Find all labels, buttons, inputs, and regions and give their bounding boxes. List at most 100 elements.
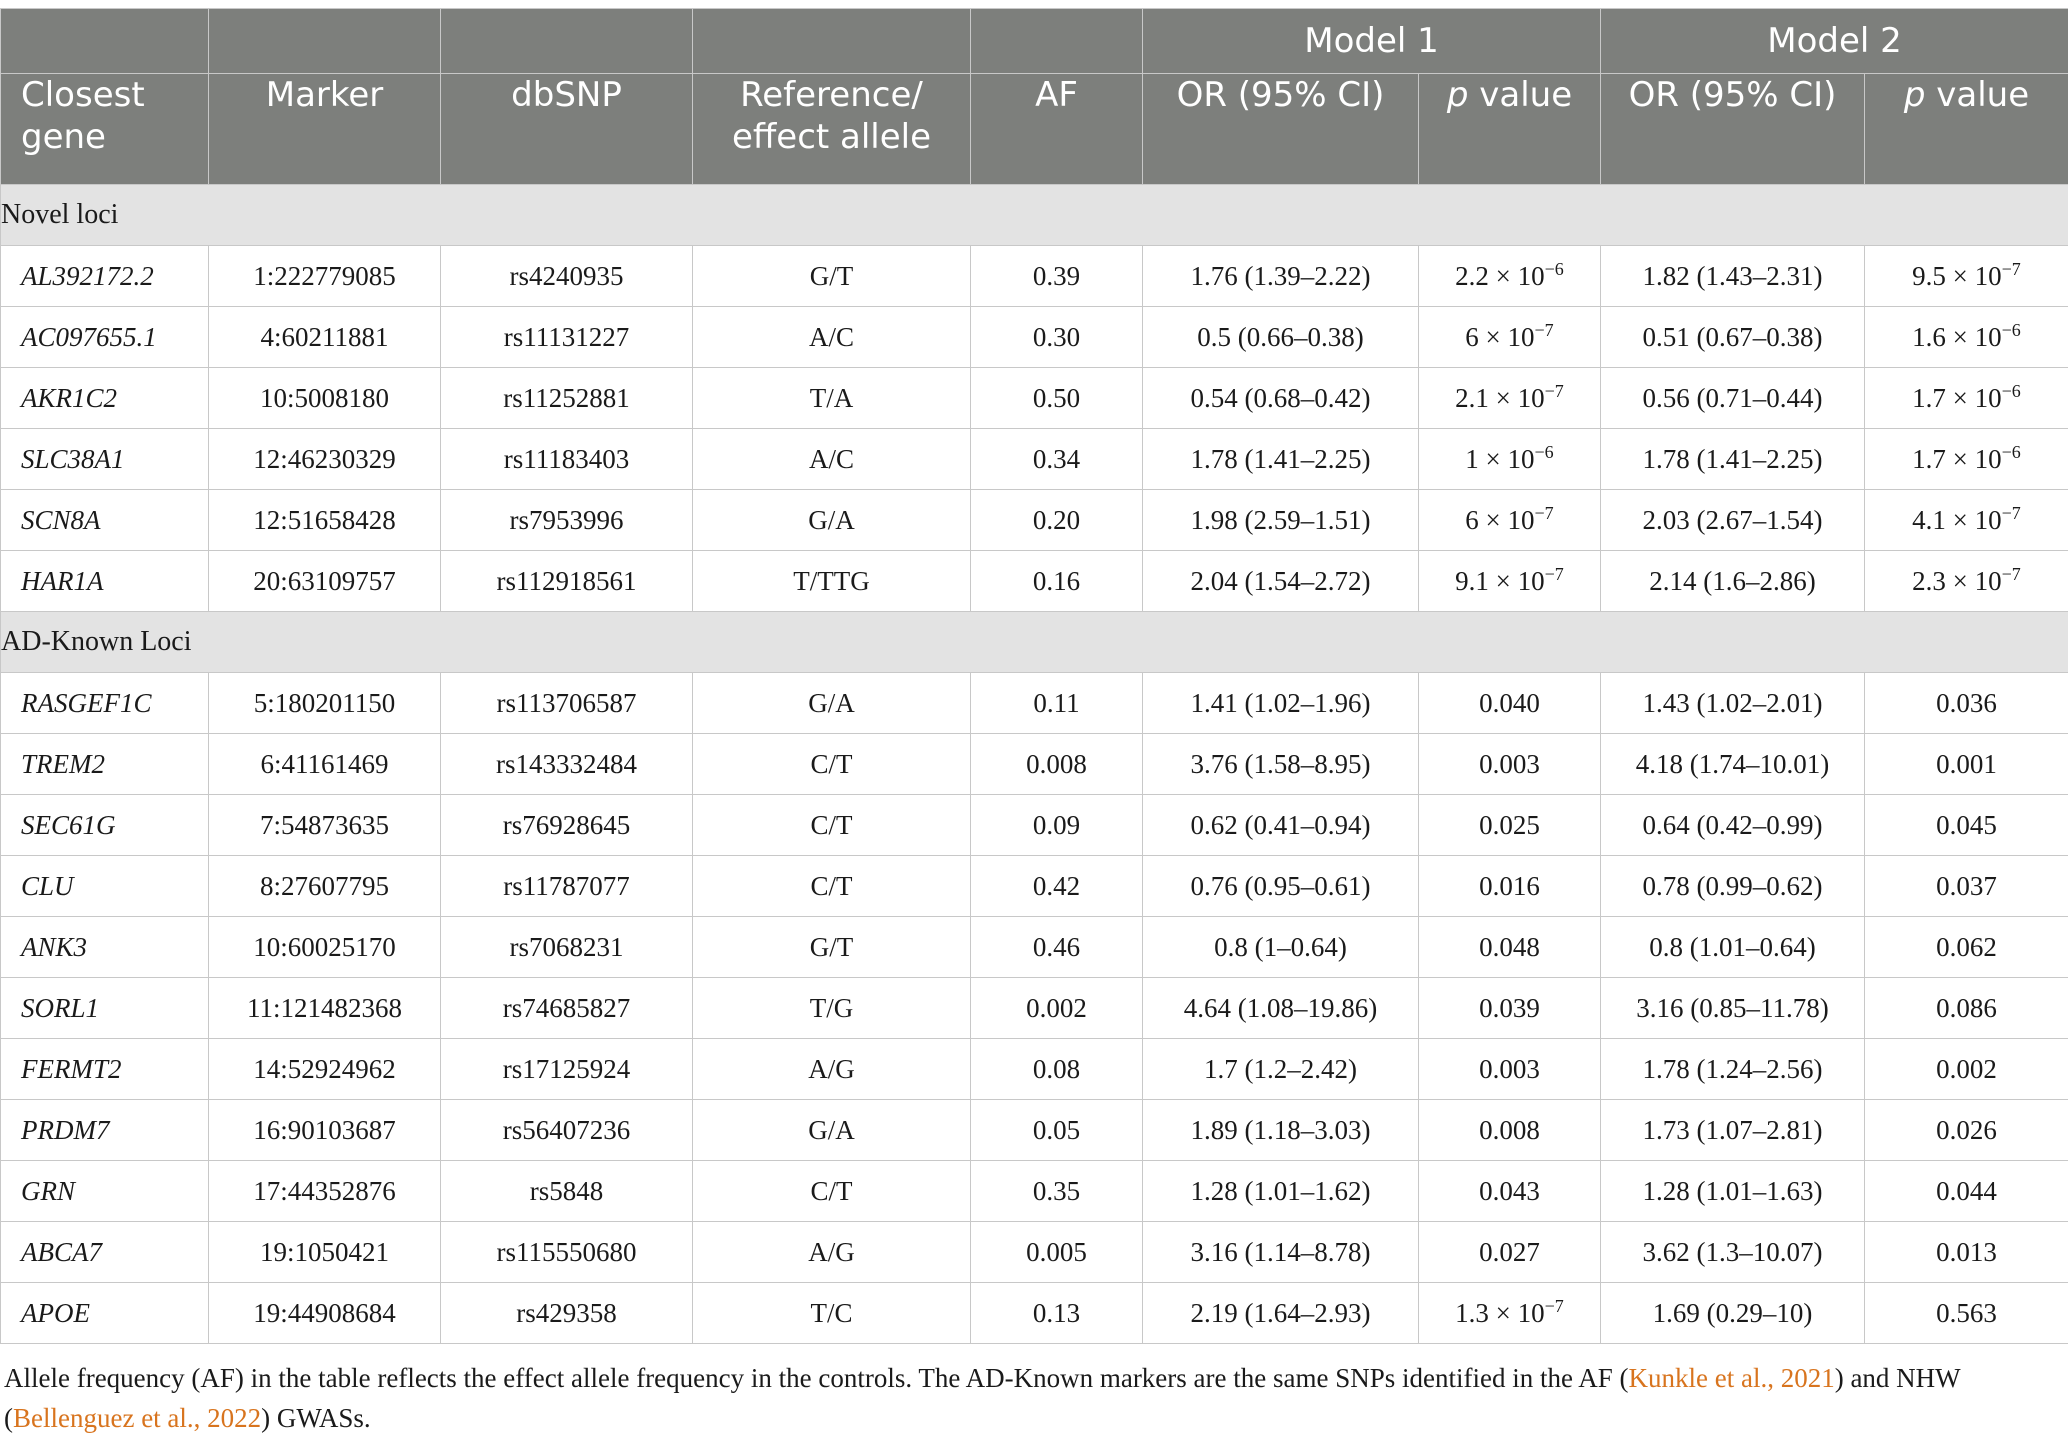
section-title: AD-Known Loci xyxy=(0,611,2068,673)
p-value-model-2-cell: 0.062 xyxy=(1864,916,2068,978)
allele-cell: G/A xyxy=(692,672,971,734)
header-p-value-model-2: p value xyxy=(1864,73,2068,185)
or-model-2-cell: 1.43 (1.02–2.01) xyxy=(1600,672,1865,734)
p-value-model-2-cell: 0.026 xyxy=(1864,1099,2068,1161)
p-value-model-2-cell: 0.044 xyxy=(1864,1160,2068,1222)
af-cell: 0.09 xyxy=(970,794,1143,856)
header-empty-cell xyxy=(970,8,1143,74)
header-empty-cell xyxy=(692,8,971,74)
marker-cell: 12:46230329 xyxy=(208,428,441,490)
or-model-2-cell: 2.03 (2.67–1.54) xyxy=(1600,489,1865,551)
header-column-row: Closest gene Marker dbSNP Reference/ eff… xyxy=(0,73,2068,185)
gene-cell: FERMT2 xyxy=(0,1038,209,1100)
table-row: SCN8A 12:51658428 rs7953996 G/A 0.20 1.98 (2.… xyxy=(0,489,2068,551)
p-value-exponent: −7 xyxy=(1544,1295,1564,1316)
or-model-1-cell: 2.04 (1.54–2.72) xyxy=(1142,550,1419,612)
p-value-model-1-cell: 2.1 × 10−7 xyxy=(1418,367,1601,429)
p-value-model-1-cell: 0.040 xyxy=(1418,672,1601,734)
or-model-1-cell: 1.76 (1.39–2.22) xyxy=(1142,245,1419,307)
p-value-exponent: −7 xyxy=(2001,258,2021,279)
p-value-model-2-cell: 0.045 xyxy=(1864,794,2068,856)
p-value-model-1-cell: 0.003 xyxy=(1418,733,1601,795)
or-model-1-cell: 1.28 (1.01–1.62) xyxy=(1142,1160,1419,1222)
af-cell: 0.05 xyxy=(970,1099,1143,1161)
header-empty-cell xyxy=(0,8,209,74)
af-cell: 0.30 xyxy=(970,306,1143,368)
or-model-2-cell: 0.64 (0.42–0.99) xyxy=(1600,794,1865,856)
p-value-mantissa: 0.016 xyxy=(1479,870,1540,901)
allele-cell: C/T xyxy=(692,794,971,856)
p-value-exponent: −7 xyxy=(1544,380,1564,401)
or-model-2-cell: 1.78 (1.41–2.25) xyxy=(1600,428,1865,490)
allele-cell: A/G xyxy=(692,1221,971,1283)
reference-link-kunkle[interactable]: Kunkle et al., 2021 xyxy=(1628,1363,1835,1393)
marker-cell: 17:44352876 xyxy=(208,1160,441,1222)
gene-cell: APOE xyxy=(0,1282,209,1344)
section-row: AD-Known Loci xyxy=(0,611,2068,673)
table-container: Model 1 Model 2 Closest gene Marker dbSN… xyxy=(0,8,2068,1438)
gene-cell: ANK3 xyxy=(0,916,209,978)
p-value-exponent: −7 xyxy=(1534,502,1554,523)
p-value-model-2-cell: 0.563 xyxy=(1864,1282,2068,1344)
gene-cell: GRN xyxy=(0,1160,209,1222)
p-value-model-2-cell: 9.5 × 10−7 xyxy=(1864,245,2068,307)
p-value-mantissa: 0.043 xyxy=(1479,1175,1540,1206)
p-value-mantissa: 0.025 xyxy=(1479,809,1540,840)
allele-cell: T/C xyxy=(692,1282,971,1344)
af-cell: 0.42 xyxy=(970,855,1143,917)
dbsnp-cell: rs11787077 xyxy=(440,855,693,917)
table-row: APOE 19:44908684 rs429358 T/C 0.13 2.19 (1.64… xyxy=(0,1282,2068,1344)
p-value-model-1-cell: 0.016 xyxy=(1418,855,1601,917)
gene-cell: RASGEF1C xyxy=(0,672,209,734)
or-model-2-cell: 0.56 (0.71–0.44) xyxy=(1600,367,1865,429)
gene-cell: ABCA7 xyxy=(0,1221,209,1283)
header-empty-cell xyxy=(440,8,693,74)
p-value-exponent: −7 xyxy=(1534,319,1554,340)
gene-cell: SLC38A1 xyxy=(0,428,209,490)
p-value-model-2-cell: 0.002 xyxy=(1864,1038,2068,1100)
p-value-exponent: −7 xyxy=(1544,563,1564,584)
p-value-mantissa: 0.001 xyxy=(1936,748,1997,779)
allele-cell: T/G xyxy=(692,977,971,1039)
table-row: AC097655.1 4:60211881 rs11131227 A/C 0.30 0.5… xyxy=(0,306,2068,368)
marker-cell: 8:27607795 xyxy=(208,855,441,917)
or-model-2-cell: 0.8 (1.01–0.64) xyxy=(1600,916,1865,978)
af-cell: 0.35 xyxy=(970,1160,1143,1222)
p-value-mantissa: 0.036 xyxy=(1936,687,1997,718)
p-value-exponent: −6 xyxy=(2001,319,2021,340)
p-value-mantissa: 0.026 xyxy=(1936,1114,1997,1145)
or-model-1-cell: 3.16 (1.14–8.78) xyxy=(1142,1221,1419,1283)
or-model-2-cell: 1.69 (0.29–10) xyxy=(1600,1282,1865,1344)
table-row: TREM2 6:41161469 rs143332484 C/T 0.008 3.76 (… xyxy=(0,733,2068,795)
p-value-exponent: −6 xyxy=(1544,258,1564,279)
p-value-mantissa: 1 × 10 xyxy=(1465,443,1535,474)
dbsnp-cell: rs429358 xyxy=(440,1282,693,1344)
marker-cell: 6:41161469 xyxy=(208,733,441,795)
p-value-mantissa: 0.086 xyxy=(1936,992,1997,1023)
table-row: FERMT2 14:52924962 rs17125924 A/G 0.08 1.7 (1… xyxy=(0,1038,2068,1100)
gene-cell: AC097655.1 xyxy=(0,306,209,368)
or-model-1-cell: 2.19 (1.64–2.93) xyxy=(1142,1282,1419,1344)
or-model-2-cell: 0.51 (0.67–0.38) xyxy=(1600,306,1865,368)
header-p-value-model-1: p value xyxy=(1418,73,1601,185)
p-value-mantissa: 0.037 xyxy=(1936,870,1997,901)
p-value-model-2-cell: 1.7 × 10−6 xyxy=(1864,428,2068,490)
gene-cell: AL392172.2 xyxy=(0,245,209,307)
allele-cell: G/T xyxy=(692,916,971,978)
p-value-mantissa: 0.048 xyxy=(1479,931,1540,962)
marker-cell: 19:1050421 xyxy=(208,1221,441,1283)
header-group-row: Model 1 Model 2 xyxy=(0,8,2068,74)
reference-link-bellenguez[interactable]: Bellenguez et al., 2022 xyxy=(13,1403,262,1433)
or-model-1-cell: 0.62 (0.41–0.94) xyxy=(1142,794,1419,856)
marker-cell: 14:52924962 xyxy=(208,1038,441,1100)
or-model-2-cell: 1.73 (1.07–2.81) xyxy=(1600,1099,1865,1161)
dbsnp-cell: rs56407236 xyxy=(440,1099,693,1161)
table-body: Novel loci AL392172.2 1:222779085 rs4240935… xyxy=(0,184,2068,1344)
or-model-2-cell: 1.82 (1.43–2.31) xyxy=(1600,245,1865,307)
header-af: AF xyxy=(970,73,1143,185)
dbsnp-cell: rs112918561 xyxy=(440,550,693,612)
or-model-1-cell: 0.76 (0.95–0.61) xyxy=(1142,855,1419,917)
p-value-exponent: −6 xyxy=(1534,441,1554,462)
af-cell: 0.008 xyxy=(970,733,1143,795)
p-value-model-1-cell: 0.003 xyxy=(1418,1038,1601,1100)
